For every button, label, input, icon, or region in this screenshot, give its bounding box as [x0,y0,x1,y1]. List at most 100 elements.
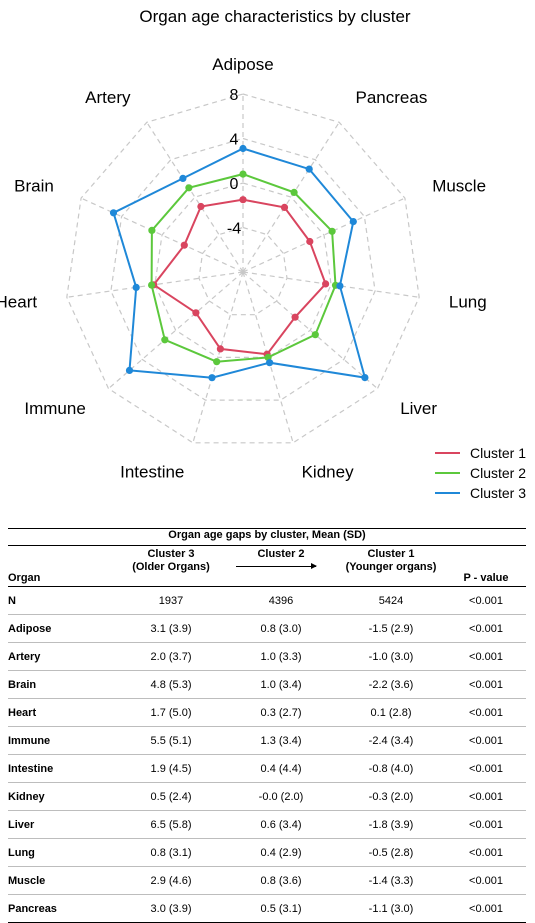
cell-cluster-2: 0.4 (2.9) [226,839,336,867]
table-row: Artery 2.0 (3.7) 1.0 (3.3) -1.0 (3.0) <0.001 [8,643,526,671]
cell-cluster-2: 0.6 (3.4) [226,811,336,839]
axis-label-liver: Liver [400,399,437,418]
row-organ: Liver [8,811,116,839]
row-organ: Kidney [8,783,116,811]
table-row: Kidney 0.5 (2.4) -0.0 (2.0) -0.3 (2.0) <0.00… [8,783,526,811]
axis-label-artery: Artery [85,88,131,107]
cell-cluster-3: 2.0 (3.7) [116,643,226,671]
point-cluster-2-liver [312,331,319,338]
point-cluster-2-artery [185,184,192,191]
legend-label-cluster-1: Cluster 1 [470,445,526,461]
tick-label-3: -4 [227,221,241,238]
cell-p-value: <0.001 [446,783,526,811]
cell-p-value: <0.001 [446,755,526,783]
chart-title: Organ age characteristics by cluster [139,7,411,26]
cell-cluster-1: 5424 [336,587,446,615]
point-cluster-3-artery [179,175,186,182]
row-organ: Brain [8,671,116,699]
table-row: Muscle 2.9 (4.6) 0.8 (3.6) -1.4 (3.3) <0.001 [8,867,526,895]
cell-cluster-3: 1.7 (5.0) [116,699,226,727]
tick-label-2: 0 [230,176,239,193]
row-organ: Muscle [8,867,116,895]
cell-cluster-1: 0.1 (2.8) [336,699,446,727]
legend-label-cluster-3: Cluster 3 [470,485,526,501]
point-cluster-1-adipose [239,196,246,203]
point-cluster-1-muscle [306,238,313,245]
header-cluster-1-name: Cluster 1 [336,548,446,561]
cell-p-value: <0.001 [446,839,526,867]
spoke-pancreas [243,122,339,272]
cell-cluster-1: -0.5 (2.8) [336,839,446,867]
cell-cluster-3: 6.5 (5.8) [116,811,226,839]
row-organ: Intestine [8,755,116,783]
cell-cluster-1: -2.4 (3.4) [336,727,446,755]
legend: Cluster 1Cluster 2Cluster 3 [435,445,526,501]
cell-cluster-1: -0.3 (2.0) [336,783,446,811]
point-cluster-2-adipose [239,171,246,178]
header-cluster-1-desc: (Younger organs) [336,561,446,574]
tick-label-0: 8 [230,87,239,104]
header-cluster-1: Cluster 1 (Younger organs) [336,546,446,587]
cell-cluster-2: -0.0 (2.0) [226,783,336,811]
arrow-icon [236,566,316,567]
cell-p-value: <0.001 [446,643,526,671]
cell-cluster-2: 4396 [226,587,336,615]
axis-label-lung: Lung [449,293,487,312]
point-cluster-3-adipose [239,145,246,152]
point-cluster-1-brain [181,242,188,249]
cell-p-value: <0.001 [446,587,526,615]
organ-age-table: Organ age gaps by cluster, Mean (SD) Org… [8,528,526,923]
cell-p-value: <0.001 [446,811,526,839]
table-row: Adipose 3.1 (3.9) 0.8 (3.0) -1.5 (2.9) <0.00… [8,615,526,643]
cell-cluster-2: 0.8 (3.6) [226,867,336,895]
header-p-value: P - value [446,546,526,587]
axis-label-immune: Immune [24,399,85,418]
radial-ticks: 8 4 0 -4 [227,87,241,238]
point-cluster-1-liver [292,314,299,321]
cell-cluster-3: 3.1 (3.9) [116,615,226,643]
data-table: Organ Cluster 3 (Older Organs) Cluster 2… [8,546,526,923]
axis-label-pancreas: Pancreas [356,88,428,107]
cell-cluster-1: -1.8 (3.9) [336,811,446,839]
point-cluster-1-pancreas [281,204,288,211]
table-row: Intestine 1.9 (4.5) 0.4 (4.4) -0.8 (4.0) <0.… [8,755,526,783]
row-organ: Heart [8,699,116,727]
cell-cluster-1: -1.1 (3.0) [336,895,446,923]
point-cluster-2-immune [161,336,168,343]
cell-p-value: <0.001 [446,727,526,755]
point-cluster-2-intestine [213,358,220,365]
cell-cluster-2: 0.5 (3.1) [226,895,336,923]
cell-p-value: <0.001 [446,867,526,895]
radar-chart: Organ age characteristics by cluster Adi… [0,0,535,520]
axis-label-adipose: Adipose [212,55,273,74]
point-cluster-2-heart [148,282,155,289]
row-organ: Artery [8,643,116,671]
cell-cluster-2: 0.4 (4.4) [226,755,336,783]
header-organ: Organ [8,546,116,587]
axis-label-heart: Heart [0,293,37,312]
cell-p-value: <0.001 [446,895,526,923]
row-organ: Lung [8,839,116,867]
point-cluster-1-lung [322,280,329,287]
point-cluster-3-kidney [266,359,273,366]
table-row: Brain 4.8 (5.3) 1.0 (3.4) -2.2 (3.6) <0.001 [8,671,526,699]
cell-cluster-1: -1.4 (3.3) [336,867,446,895]
cell-cluster-2: 1.0 (3.3) [226,643,336,671]
cell-cluster-1: -1.0 (3.0) [336,643,446,671]
cell-cluster-2: 0.3 (2.7) [226,699,336,727]
point-cluster-2-brain [148,227,155,234]
table-row: Liver 6.5 (5.8) 0.6 (3.4) -1.8 (3.9) <0.001 [8,811,526,839]
table-row: Heart 1.7 (5.0) 0.3 (2.7) 0.1 (2.8) <0.001 [8,699,526,727]
axis-label-muscle: Muscle [432,177,486,196]
cell-cluster-2: 1.0 (3.4) [226,671,336,699]
tick-label-1: 4 [230,132,239,149]
cell-cluster-3: 2.9 (4.6) [116,867,226,895]
point-cluster-3-brain [110,209,117,216]
point-cluster-3-immune [126,367,133,374]
cell-cluster-1: -2.2 (3.6) [336,671,446,699]
cell-p-value: <0.001 [446,671,526,699]
cell-cluster-3: 0.8 (3.1) [116,839,226,867]
cell-p-value: <0.001 [446,699,526,727]
radar-series [110,145,369,381]
point-cluster-3-muscle [350,218,357,225]
